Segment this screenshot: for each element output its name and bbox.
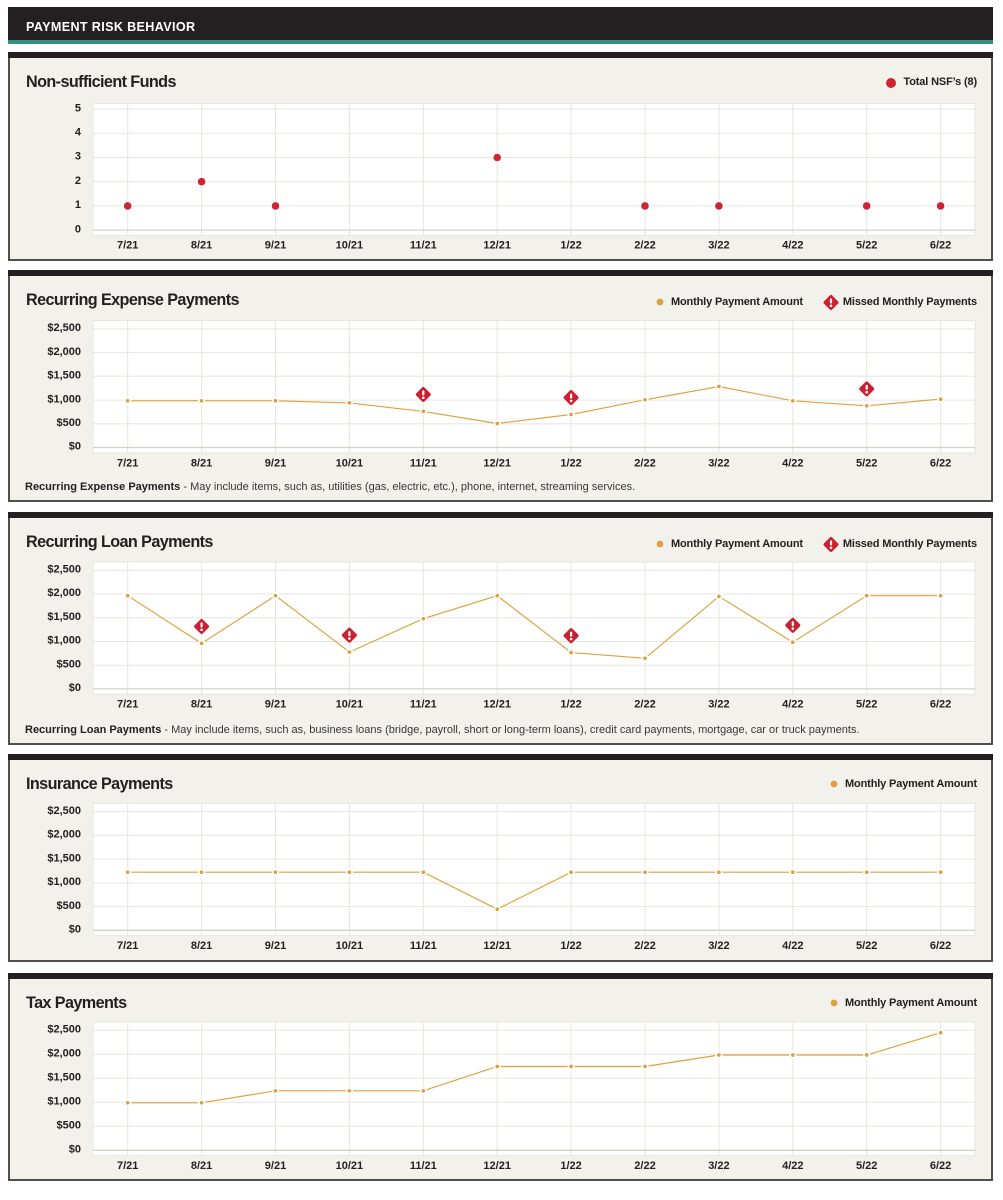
svg-text:4/22: 4/22 xyxy=(782,940,803,952)
svg-text:6/22: 6/22 xyxy=(930,699,951,711)
svg-text:$2,000: $2,000 xyxy=(47,587,81,599)
svg-text:4: 4 xyxy=(75,127,82,139)
svg-text:4/22: 4/22 xyxy=(782,699,803,711)
svg-text:9/21: 9/21 xyxy=(265,457,286,469)
svg-text:5/22: 5/22 xyxy=(856,699,877,711)
svg-text:12/21: 12/21 xyxy=(483,699,511,711)
svg-text:8/21: 8/21 xyxy=(191,457,212,469)
svg-text:$0: $0 xyxy=(69,1144,81,1156)
svg-text:3/22: 3/22 xyxy=(708,240,729,252)
svg-text:10/21: 10/21 xyxy=(336,699,364,711)
svg-text:11/21: 11/21 xyxy=(410,457,437,469)
svg-text:3/22: 3/22 xyxy=(708,699,729,711)
svg-text:5/22: 5/22 xyxy=(856,457,877,469)
svg-text:2/22: 2/22 xyxy=(634,240,655,252)
svg-text:$0: $0 xyxy=(69,924,81,936)
svg-text:10/21: 10/21 xyxy=(336,240,364,252)
svg-text:4/22: 4/22 xyxy=(782,240,803,252)
svg-text:9/21: 9/21 xyxy=(265,699,286,711)
svg-text:$1,000: $1,000 xyxy=(47,393,81,405)
svg-text:7/21: 7/21 xyxy=(117,1160,138,1172)
svg-text:6/22: 6/22 xyxy=(930,457,951,469)
svg-text:2/22: 2/22 xyxy=(634,940,655,952)
svg-text:2/22: 2/22 xyxy=(634,1160,655,1172)
svg-text:$1,000: $1,000 xyxy=(47,1096,81,1108)
svg-text:6/22: 6/22 xyxy=(930,1160,951,1172)
svg-text:2/22: 2/22 xyxy=(634,457,655,469)
svg-text:7/21: 7/21 xyxy=(117,240,138,252)
svg-text:8/21: 8/21 xyxy=(191,699,212,711)
svg-text:$1,500: $1,500 xyxy=(47,1072,81,1084)
svg-text:4/22: 4/22 xyxy=(782,457,803,469)
svg-text:1/22: 1/22 xyxy=(560,1160,581,1172)
svg-text:1/22: 1/22 xyxy=(560,240,581,252)
svg-text:7/21: 7/21 xyxy=(117,457,138,469)
svg-text:7/21: 7/21 xyxy=(117,940,138,952)
svg-text:11/21: 11/21 xyxy=(410,699,437,711)
svg-text:2: 2 xyxy=(75,175,81,187)
svg-text:12/21: 12/21 xyxy=(483,457,511,469)
svg-text:$2,500: $2,500 xyxy=(47,322,81,334)
svg-text:1/22: 1/22 xyxy=(560,457,581,469)
svg-text:11/21: 11/21 xyxy=(410,1160,437,1172)
svg-text:3/22: 3/22 xyxy=(708,1160,729,1172)
svg-text:6/22: 6/22 xyxy=(930,940,951,952)
svg-text:4/22: 4/22 xyxy=(782,1160,803,1172)
svg-text:3: 3 xyxy=(75,151,81,163)
svg-text:$500: $500 xyxy=(57,658,81,670)
svg-text:$2,500: $2,500 xyxy=(47,805,81,817)
svg-text:12/21: 12/21 xyxy=(483,1160,511,1172)
svg-text:$500: $500 xyxy=(57,1120,81,1132)
svg-text:10/21: 10/21 xyxy=(336,940,364,952)
svg-text:1: 1 xyxy=(75,199,81,211)
svg-text:$2,500: $2,500 xyxy=(47,1024,81,1036)
svg-text:8/21: 8/21 xyxy=(191,940,212,952)
svg-text:$0: $0 xyxy=(69,441,81,453)
svg-text:$2,000: $2,000 xyxy=(47,1048,81,1060)
svg-text:12/21: 12/21 xyxy=(483,240,511,252)
svg-text:8/21: 8/21 xyxy=(191,1160,212,1172)
svg-text:$500: $500 xyxy=(57,417,81,429)
svg-text:$500: $500 xyxy=(57,900,81,912)
svg-text:2/22: 2/22 xyxy=(634,699,655,711)
svg-text:$0: $0 xyxy=(69,682,81,694)
svg-text:$1,000: $1,000 xyxy=(47,876,81,888)
svg-text:9/21: 9/21 xyxy=(265,240,286,252)
svg-text:0: 0 xyxy=(75,223,81,235)
svg-text:3/22: 3/22 xyxy=(708,457,729,469)
svg-text:5/22: 5/22 xyxy=(856,1160,877,1172)
svg-text:1/22: 1/22 xyxy=(560,699,581,711)
svg-text:12/21: 12/21 xyxy=(483,940,511,952)
svg-text:$2,500: $2,500 xyxy=(47,564,81,576)
svg-text:$2,000: $2,000 xyxy=(47,829,81,841)
svg-text:9/21: 9/21 xyxy=(265,940,286,952)
svg-text:10/21: 10/21 xyxy=(336,457,364,469)
svg-text:8/21: 8/21 xyxy=(191,240,212,252)
svg-text:7/21: 7/21 xyxy=(117,699,138,711)
svg-text:3/22: 3/22 xyxy=(708,940,729,952)
svg-text:1/22: 1/22 xyxy=(560,940,581,952)
svg-text:11/21: 11/21 xyxy=(410,240,437,252)
svg-text:5: 5 xyxy=(75,102,81,114)
svg-text:6/22: 6/22 xyxy=(930,240,951,252)
svg-text:$1,500: $1,500 xyxy=(47,852,81,864)
svg-text:$1,500: $1,500 xyxy=(47,370,81,382)
svg-text:11/21: 11/21 xyxy=(410,940,437,952)
svg-text:10/21: 10/21 xyxy=(336,1160,364,1172)
svg-text:9/21: 9/21 xyxy=(265,1160,286,1172)
svg-text:5/22: 5/22 xyxy=(856,940,877,952)
svg-text:5/22: 5/22 xyxy=(856,240,877,252)
svg-text:$1,000: $1,000 xyxy=(47,635,81,647)
svg-text:$1,500: $1,500 xyxy=(47,611,81,623)
svg-text:$2,000: $2,000 xyxy=(47,346,81,358)
